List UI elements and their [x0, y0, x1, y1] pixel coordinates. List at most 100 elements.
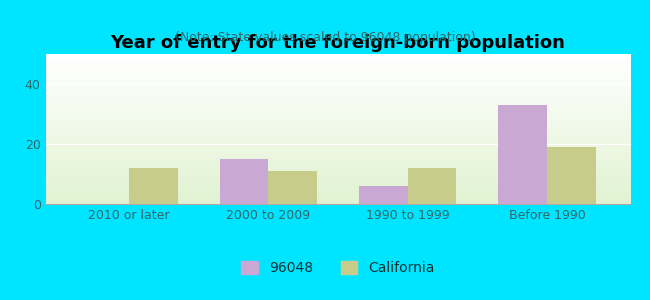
Bar	[46, 187, 630, 188]
Bar	[46, 162, 630, 163]
Bar	[46, 131, 630, 132]
Bar	[46, 200, 630, 201]
Bar	[46, 142, 630, 143]
Bar	[46, 143, 630, 144]
Bar	[46, 97, 630, 98]
Bar	[46, 174, 630, 175]
Bar	[46, 81, 630, 82]
Bar	[46, 137, 630, 138]
Bar	[46, 150, 630, 151]
Bar	[46, 96, 630, 97]
Bar	[46, 184, 630, 185]
Bar	[46, 85, 630, 86]
Bar	[46, 186, 630, 187]
Bar	[46, 75, 630, 76]
Bar	[46, 201, 630, 202]
Bar	[46, 145, 630, 146]
Bar	[46, 196, 630, 197]
Bar	[46, 77, 630, 78]
Bar	[46, 70, 630, 71]
Bar	[46, 127, 630, 128]
Bar	[46, 54, 630, 55]
Bar	[46, 59, 630, 60]
Bar	[46, 71, 630, 72]
Bar	[46, 116, 630, 117]
Bar	[46, 181, 630, 182]
Bar	[46, 107, 630, 108]
Bar	[46, 166, 630, 167]
Bar	[46, 171, 630, 172]
Bar	[46, 60, 630, 61]
Bar	[46, 92, 630, 93]
Bar	[46, 185, 630, 186]
Bar	[46, 55, 630, 56]
Bar	[46, 85, 630, 86]
Bar	[46, 163, 630, 164]
Bar	[46, 180, 630, 181]
Legend: 96048, California: 96048, California	[241, 261, 435, 275]
Bar	[46, 90, 630, 91]
Bar	[46, 103, 630, 104]
Bar	[46, 159, 630, 160]
Title: Year of entry for the foreign-born population: Year of entry for the foreign-born popul…	[111, 34, 566, 52]
Bar	[46, 139, 630, 140]
Bar	[46, 140, 630, 141]
Bar	[46, 102, 630, 103]
Bar	[46, 61, 630, 62]
Bar	[46, 203, 630, 204]
Bar	[46, 133, 630, 134]
Bar	[46, 172, 630, 173]
Bar	[46, 104, 630, 105]
Bar	[46, 151, 630, 152]
Bar	[46, 128, 630, 129]
Bar	[46, 95, 630, 96]
Bar	[46, 91, 630, 92]
Bar	[129, 168, 178, 204]
Bar	[547, 147, 595, 204]
Bar	[46, 160, 630, 161]
Bar	[46, 82, 630, 83]
Bar	[46, 193, 630, 194]
Bar	[46, 66, 630, 67]
Bar	[46, 65, 630, 66]
Bar	[46, 135, 630, 136]
Bar	[46, 176, 630, 177]
Bar	[46, 62, 630, 63]
Bar	[46, 99, 630, 100]
Bar	[46, 141, 630, 142]
Bar	[46, 118, 630, 119]
Bar	[46, 88, 630, 89]
Bar	[46, 57, 630, 58]
Bar	[46, 153, 630, 154]
Bar	[46, 115, 630, 116]
Bar	[46, 173, 630, 174]
Bar	[46, 170, 630, 171]
Bar	[46, 175, 630, 176]
Bar	[46, 192, 630, 193]
Bar	[46, 164, 630, 165]
Bar	[46, 154, 630, 155]
Bar	[46, 94, 630, 95]
Bar	[46, 83, 630, 84]
Bar	[46, 108, 630, 109]
Bar	[46, 188, 630, 189]
Bar	[46, 58, 630, 59]
Bar	[46, 123, 630, 124]
Bar	[46, 68, 630, 69]
Bar	[46, 179, 630, 180]
Bar	[46, 155, 630, 156]
Bar	[46, 130, 630, 131]
Bar	[46, 132, 630, 133]
Bar	[46, 156, 630, 157]
Bar	[46, 78, 630, 79]
Bar	[46, 182, 630, 183]
Bar	[46, 82, 630, 83]
Bar	[46, 138, 630, 139]
Bar	[408, 168, 456, 204]
Bar	[46, 120, 630, 121]
Bar	[359, 186, 408, 204]
Bar	[46, 157, 630, 158]
Bar	[46, 177, 630, 178]
Bar	[46, 101, 630, 102]
Bar	[46, 105, 630, 106]
